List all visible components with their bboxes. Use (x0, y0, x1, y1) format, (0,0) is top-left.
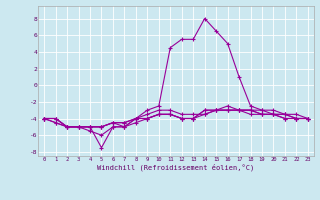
X-axis label: Windchill (Refroidissement éolien,°C): Windchill (Refroidissement éolien,°C) (97, 164, 255, 171)
